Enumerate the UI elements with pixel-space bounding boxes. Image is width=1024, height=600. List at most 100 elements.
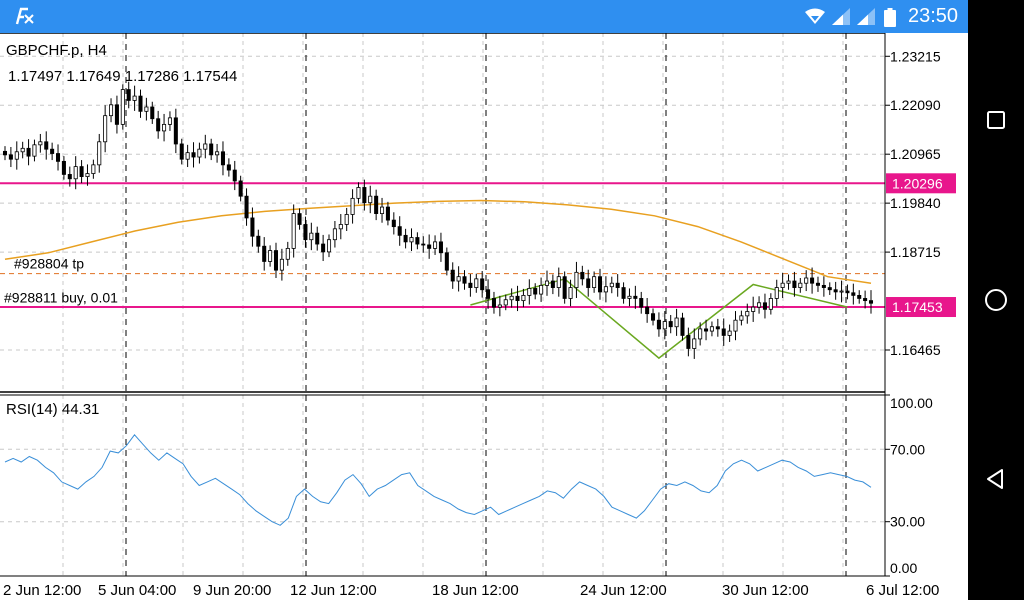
- candle-body: [344, 214, 349, 225]
- candle-body: [804, 277, 809, 284]
- candle-body: [185, 152, 190, 160]
- candle-body: [350, 197, 355, 215]
- x-tick-label: 30 Jun 12:00: [722, 582, 809, 599]
- candle-body: [780, 282, 785, 288]
- candle-body: [709, 326, 714, 332]
- candlestick-series: [2, 81, 874, 359]
- candle-body: [8, 154, 13, 160]
- candle-body: [745, 311, 750, 317]
- candle-body: [397, 226, 402, 236]
- candle-body: [833, 289, 838, 293]
- rsi-tick-label: 30.00: [890, 514, 925, 530]
- candle-body: [67, 174, 72, 180]
- candle-body: [285, 247, 290, 260]
- candle-body: [592, 276, 597, 288]
- candle-body: [303, 224, 308, 241]
- trading-chart[interactable]: #928804 tp #928811 buy, 0.01 1.20296 1.1745…: [0, 33, 968, 600]
- candle-body: [433, 241, 438, 249]
- price-level-label: 1.20296: [892, 175, 943, 191]
- chart-title: GBPCHF.p, H4: [6, 42, 107, 59]
- candle-body: [827, 287, 832, 291]
- candle-body: [680, 317, 685, 336]
- home-icon[interactable]: [980, 284, 1012, 316]
- candle-body: [503, 299, 508, 306]
- candle-body: [197, 148, 202, 158]
- rsi-tick-label: 100.00: [890, 395, 933, 411]
- candle-body: [580, 271, 585, 280]
- candle-body: [179, 143, 184, 160]
- candle-body: [444, 252, 449, 271]
- candle-body: [362, 187, 367, 204]
- metatrader-fx-icon: [15, 7, 34, 25]
- candle-body: [786, 280, 791, 284]
- candle-body: [291, 213, 296, 249]
- candle-body: [692, 338, 697, 349]
- take-profit-label: #928804 tp: [14, 256, 84, 272]
- candle-body: [215, 151, 220, 156]
- axis-labels: 1.23215 1.22090 1.20965 1.19840 1.18715 1.164…: [3, 48, 941, 599]
- candle-body: [486, 289, 491, 299]
- candle-body: [527, 288, 532, 296]
- price-level-badge: [886, 173, 956, 194]
- candle-body: [597, 276, 603, 293]
- candle-body: [539, 284, 544, 295]
- candle-body: [438, 241, 443, 254]
- x-tick-label: 9 Jun 20:00: [193, 582, 271, 599]
- candle-body: [751, 306, 756, 312]
- candle-body: [262, 245, 267, 262]
- candle-body: [2, 150, 8, 156]
- x-tick-label: 5 Jun 04:00: [98, 582, 176, 599]
- candle-body: [698, 328, 703, 340]
- candle-body: [792, 280, 797, 288]
- y-tick-label: 1.18715: [890, 244, 941, 260]
- candle-body: [162, 123, 167, 132]
- candle-body: [480, 278, 485, 291]
- candle-body: [603, 286, 608, 293]
- signal-icon: [857, 8, 875, 25]
- candle-body: [132, 95, 137, 101]
- candle-body: [462, 276, 467, 284]
- recent-apps-icon[interactable]: [980, 104, 1012, 136]
- candle-body: [857, 294, 862, 299]
- candle-body: [73, 166, 78, 180]
- candle-body: [450, 269, 455, 282]
- candle-body: [733, 319, 738, 332]
- candle-body: [662, 321, 667, 330]
- candle-body: [61, 160, 66, 175]
- candle-body: [191, 152, 196, 158]
- candle-body: [686, 335, 691, 349]
- candle-body: [268, 250, 273, 262]
- candle-body: [50, 148, 55, 154]
- candle-body: [273, 250, 279, 271]
- candle-body: [14, 151, 19, 160]
- candle-body: [315, 232, 320, 245]
- candle-body: [721, 328, 726, 336]
- y-tick-label: 1.19840: [890, 195, 941, 211]
- candle-body: [38, 141, 43, 146]
- x-tick-label: 2 Jun 12:00: [3, 582, 81, 599]
- candle-body: [515, 295, 520, 302]
- candle-body: [550, 280, 555, 288]
- candle-body: [574, 271, 579, 288]
- candle-body: [380, 206, 385, 214]
- candle-body: [739, 315, 744, 321]
- candle-body: [20, 147, 25, 153]
- candle-body: [297, 213, 302, 225]
- rsi-tick-label: 0.00: [890, 560, 917, 576]
- candle-body: [321, 243, 326, 253]
- candle-body: [863, 298, 868, 302]
- candle-body: [167, 117, 172, 125]
- candle-body: [762, 302, 767, 310]
- candle-body: [409, 237, 414, 243]
- candle-body: [497, 304, 502, 308]
- candle-body: [391, 219, 396, 228]
- x-tick-label: 18 Jun 12:00: [432, 582, 519, 599]
- candle-body: [839, 290, 844, 293]
- candle-body: [56, 153, 61, 162]
- back-icon[interactable]: [980, 463, 1012, 495]
- candle-body: [44, 141, 49, 150]
- candle-body: [627, 295, 632, 299]
- candle-body: [156, 118, 161, 132]
- candle-body: [556, 276, 561, 288]
- candle-body: [533, 288, 538, 295]
